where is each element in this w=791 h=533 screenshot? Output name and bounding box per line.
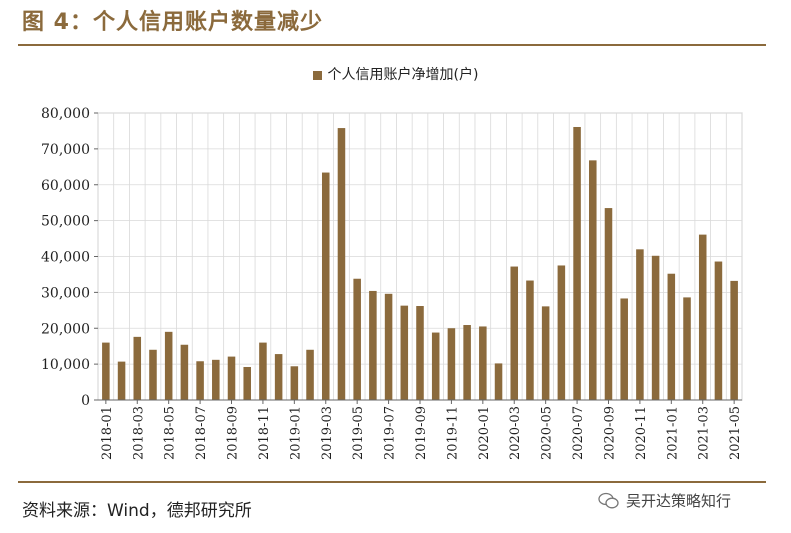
x-tick-label: 2020-01 — [477, 406, 492, 460]
bar — [447, 328, 456, 400]
bar — [149, 349, 157, 400]
footer-rule — [18, 481, 766, 483]
legend-swatch — [312, 70, 322, 80]
legend-label: 个人信用账户净增加(户) — [327, 67, 479, 83]
x-tick-label: 2021-01 — [665, 406, 680, 460]
bar — [274, 354, 283, 400]
bar — [321, 172, 330, 400]
bar — [667, 273, 676, 400]
bar — [117, 361, 126, 400]
bar — [431, 332, 440, 400]
bar — [384, 293, 393, 400]
x-tick-label: 2020-07 — [571, 406, 586, 460]
bar — [164, 331, 173, 400]
bar — [133, 336, 142, 400]
bar — [510, 266, 519, 400]
bar — [212, 359, 220, 400]
x-tick-label: 2019-11 — [445, 406, 460, 460]
x-tick-label: 2020-09 — [602, 406, 617, 460]
bar — [369, 290, 377, 400]
x-tick-label: 2018-03 — [131, 406, 146, 460]
bar — [463, 325, 471, 400]
y-tick-label: 40,000 — [41, 250, 90, 266]
bar — [636, 249, 644, 400]
y-tick-label: 20,000 — [41, 321, 90, 337]
x-tick-label: 2018-11 — [257, 406, 272, 460]
x-tick-label: 2020-11 — [634, 406, 649, 460]
bar — [573, 126, 581, 401]
bar — [227, 356, 236, 400]
bar — [337, 128, 346, 400]
bar — [604, 208, 613, 400]
wechat-icon — [598, 492, 619, 508]
bar — [416, 306, 424, 400]
x-tick-label: 2019-09 — [414, 406, 429, 460]
bar — [541, 306, 550, 400]
watermark: 吴开达策略知行 — [598, 490, 731, 511]
title-rule — [18, 44, 766, 46]
x-tick-label: 2018-05 — [163, 406, 178, 460]
y-tick-label: 50,000 — [41, 214, 90, 230]
bar — [730, 280, 738, 400]
x-tick-label: 2021-05 — [728, 406, 743, 460]
source-note: 资料来源：Wind，德邦研究所 — [22, 501, 252, 521]
bar — [290, 366, 299, 400]
y-tick-label: 60,000 — [41, 178, 90, 194]
watermark-text: 吴开达策略知行 — [626, 492, 732, 510]
x-tick-label: 2018-07 — [194, 406, 209, 460]
bar — [651, 255, 660, 400]
bar — [259, 342, 267, 400]
bar — [557, 265, 566, 400]
y-tick-label: 30,000 — [41, 285, 90, 301]
bar — [698, 234, 707, 400]
bar — [479, 326, 487, 400]
bar — [620, 298, 628, 400]
y-tick-label: 10,000 — [41, 357, 90, 373]
figure-title: 图 4：个人信用账户数量减少 — [22, 10, 323, 35]
bar — [243, 366, 251, 400]
bar — [306, 349, 314, 400]
x-tick-label: 2019-07 — [383, 406, 398, 460]
x-tick-label: 2018-09 — [226, 406, 241, 460]
x-tick-label: 2021-03 — [697, 406, 712, 460]
bar — [400, 305, 409, 400]
bar — [353, 278, 361, 400]
bar — [589, 160, 597, 400]
x-tick-label: 2019-05 — [351, 406, 366, 460]
bar — [494, 363, 503, 400]
bar — [102, 342, 110, 400]
chart-legend: 个人信用账户净增加(户) — [0, 64, 791, 84]
x-tick-label: 2018-01 — [100, 406, 115, 460]
bar — [196, 361, 204, 400]
bar — [683, 297, 691, 400]
bar — [526, 280, 534, 400]
bar — [180, 344, 189, 400]
y-tick-label: 70,000 — [41, 142, 90, 158]
x-tick-label: 2019-03 — [320, 406, 335, 460]
y-tick-label: 80,000 — [41, 106, 90, 122]
x-tick-label: 2020-05 — [540, 406, 555, 460]
x-tick-label: 2020-03 — [508, 406, 523, 460]
y-tick-label: 0 — [81, 393, 90, 409]
x-tick-label: 2019-01 — [288, 406, 303, 460]
bar — [714, 261, 723, 400]
